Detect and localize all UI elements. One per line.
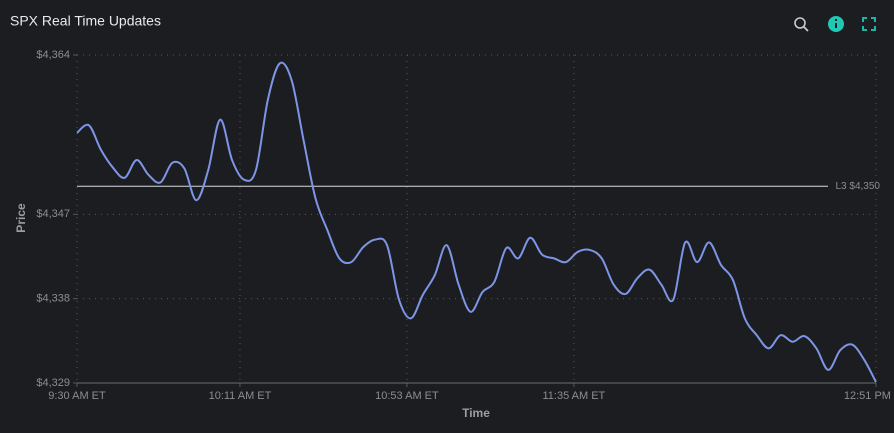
zoom-icon-handle xyxy=(803,26,809,32)
x-tick-label: 9:30 AM ET xyxy=(48,390,106,402)
x-axis-title: Time xyxy=(462,406,490,420)
y-tick-label: $4,364 xyxy=(36,49,70,61)
y-tick-label: $4,347 xyxy=(36,208,70,220)
y-tick-label: $4,338 xyxy=(36,293,70,305)
fullscreen-icon xyxy=(862,17,876,31)
zoom-icon xyxy=(794,17,806,29)
info-icon-bar xyxy=(835,23,837,28)
info-icon-dot xyxy=(835,19,837,21)
price-line xyxy=(76,61,877,383)
info-button[interactable] xyxy=(828,16,844,32)
x-tick-label: 10:11 AM ET xyxy=(209,390,272,402)
x-tick-label: 12:51 PM ET xyxy=(844,390,894,402)
x-tick-label: 10:53 AM ET xyxy=(375,390,439,402)
x-tick-label: 11:35 AM ET xyxy=(542,390,605,402)
y-axis-title: Price xyxy=(14,203,28,233)
reference-label: L3 $4,350 xyxy=(836,181,881,192)
zoom-button[interactable] xyxy=(794,17,809,32)
fullscreen-button[interactable] xyxy=(862,17,876,31)
chart-title: SPX Real Time Updates xyxy=(10,13,161,29)
y-tick-label: $4,329 xyxy=(36,377,70,389)
